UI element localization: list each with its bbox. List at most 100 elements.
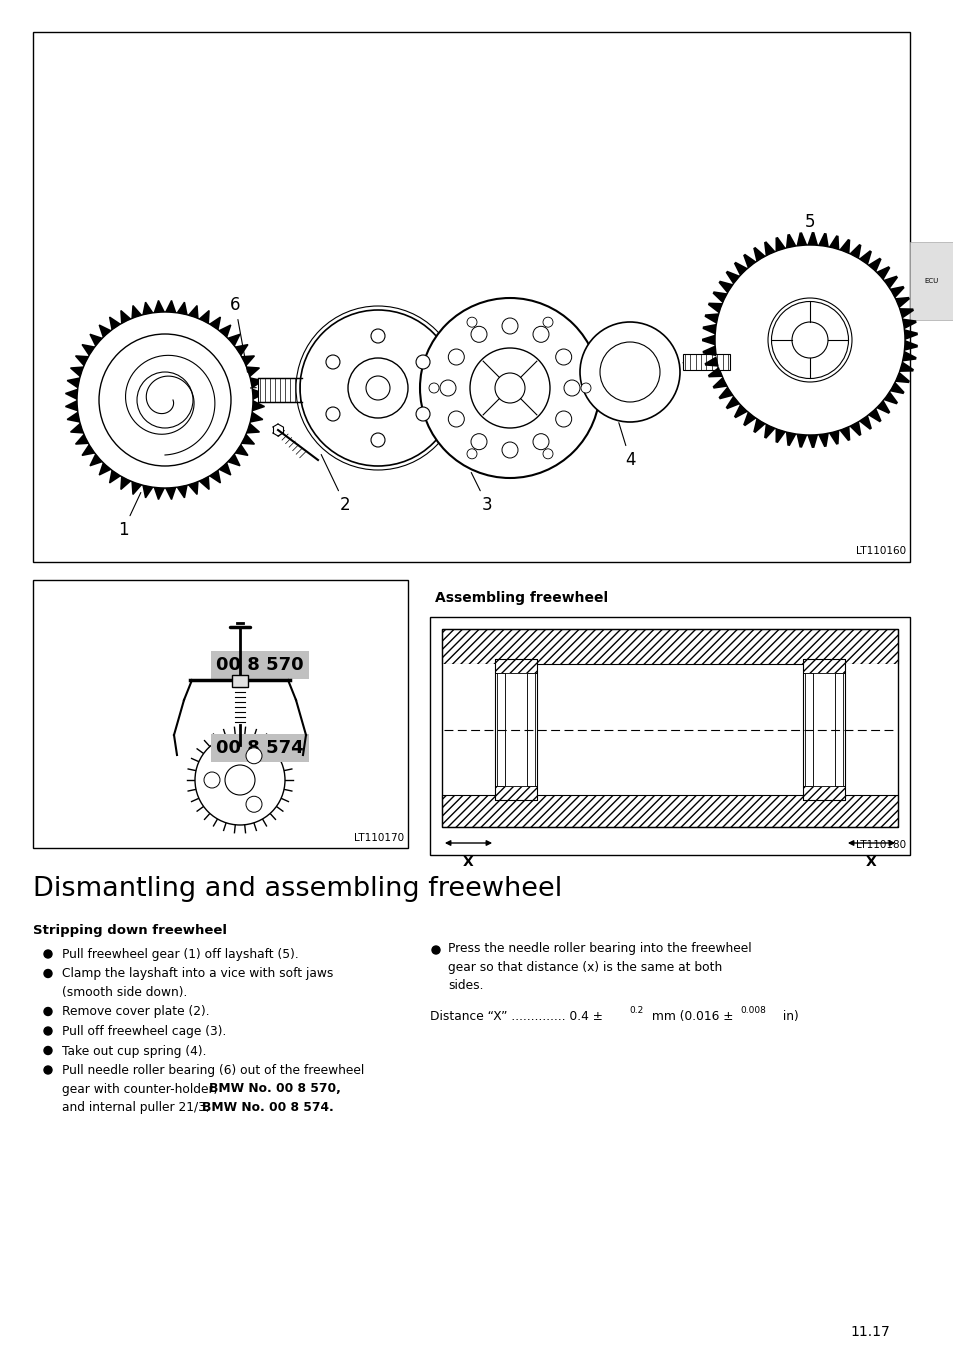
Circle shape xyxy=(246,796,262,812)
Text: Pull off freewheel cage (3).: Pull off freewheel cage (3). xyxy=(62,1025,226,1038)
Circle shape xyxy=(44,1047,52,1055)
Polygon shape xyxy=(712,292,726,303)
Polygon shape xyxy=(227,334,240,346)
Text: in): in) xyxy=(779,1011,798,1023)
Polygon shape xyxy=(806,232,818,246)
Polygon shape xyxy=(704,357,719,366)
Text: sides.: sides. xyxy=(448,979,483,992)
Circle shape xyxy=(580,382,590,393)
Text: BMW No. 00 8 570,: BMW No. 00 8 570, xyxy=(209,1082,340,1096)
Text: LT110180: LT110180 xyxy=(855,840,905,850)
Circle shape xyxy=(326,355,339,369)
Polygon shape xyxy=(848,245,861,258)
Polygon shape xyxy=(858,250,871,265)
Bar xyxy=(441,630,897,827)
Polygon shape xyxy=(733,262,747,276)
Polygon shape xyxy=(701,324,716,335)
Circle shape xyxy=(448,411,464,427)
Circle shape xyxy=(448,349,464,365)
Bar xyxy=(802,659,844,673)
Polygon shape xyxy=(903,330,917,340)
Circle shape xyxy=(429,382,438,393)
Polygon shape xyxy=(109,316,121,330)
Bar xyxy=(682,354,729,370)
Polygon shape xyxy=(250,412,263,423)
Circle shape xyxy=(471,434,486,450)
Bar xyxy=(504,673,526,786)
Circle shape xyxy=(44,1027,52,1035)
Text: Pull needle roller bearing (6) out of the freewheel: Pull needle roller bearing (6) out of th… xyxy=(62,1065,364,1077)
Circle shape xyxy=(432,946,439,954)
Bar xyxy=(812,673,834,786)
Polygon shape xyxy=(142,301,153,315)
Circle shape xyxy=(439,380,456,396)
Bar xyxy=(495,786,537,800)
Bar xyxy=(441,794,897,827)
Text: Press the needle roller bearing into the freewheel: Press the needle roller bearing into the… xyxy=(448,942,751,955)
Polygon shape xyxy=(132,305,142,319)
Circle shape xyxy=(555,411,571,427)
Text: Clamp the layshaft into a vice with soft jaws: Clamp the layshaft into a vice with soft… xyxy=(62,967,333,981)
Polygon shape xyxy=(65,400,78,412)
Text: ECU: ECU xyxy=(923,278,938,284)
Text: Stripping down freewheel: Stripping down freewheel xyxy=(33,924,227,938)
Polygon shape xyxy=(718,386,732,400)
Polygon shape xyxy=(785,432,796,446)
Polygon shape xyxy=(894,372,909,384)
Polygon shape xyxy=(742,254,756,269)
Polygon shape xyxy=(250,377,263,389)
Polygon shape xyxy=(241,434,254,444)
Polygon shape xyxy=(70,423,84,434)
Bar xyxy=(441,630,897,663)
Bar xyxy=(909,242,953,320)
Polygon shape xyxy=(75,355,89,366)
Circle shape xyxy=(204,771,220,788)
Text: LT110170: LT110170 xyxy=(354,834,403,843)
Polygon shape xyxy=(120,309,132,324)
Circle shape xyxy=(77,312,253,488)
Circle shape xyxy=(416,355,430,369)
Text: Assembling freewheel: Assembling freewheel xyxy=(435,590,607,605)
Text: 0.008: 0.008 xyxy=(740,1006,765,1015)
Text: 2: 2 xyxy=(321,454,351,513)
Polygon shape xyxy=(899,308,913,319)
Circle shape xyxy=(563,380,579,396)
Text: 6: 6 xyxy=(230,296,247,373)
Circle shape xyxy=(194,735,285,825)
Text: (smooth side down).: (smooth side down). xyxy=(62,986,187,998)
Polygon shape xyxy=(752,247,765,262)
Polygon shape xyxy=(725,270,740,284)
Bar xyxy=(495,659,537,673)
Polygon shape xyxy=(785,234,796,249)
Text: X: X xyxy=(865,855,876,869)
Polygon shape xyxy=(725,396,740,409)
Circle shape xyxy=(555,349,571,365)
Circle shape xyxy=(579,322,679,422)
Polygon shape xyxy=(818,232,828,247)
Polygon shape xyxy=(763,424,775,439)
Polygon shape xyxy=(75,434,89,444)
Polygon shape xyxy=(889,382,903,394)
Polygon shape xyxy=(98,324,112,338)
Polygon shape xyxy=(67,377,80,389)
Polygon shape xyxy=(176,301,188,315)
Bar xyxy=(257,378,302,403)
Circle shape xyxy=(371,330,385,343)
Text: mm (0.016 ±: mm (0.016 ± xyxy=(647,1011,733,1023)
Text: Pull freewheel gear (1) off layshaft (5).: Pull freewheel gear (1) off layshaft (5)… xyxy=(62,948,298,961)
Text: gear with counter-holder,: gear with counter-holder, xyxy=(62,1082,221,1096)
Bar xyxy=(842,663,897,794)
Polygon shape xyxy=(246,423,259,434)
Bar xyxy=(430,617,909,855)
Bar xyxy=(497,673,504,786)
Polygon shape xyxy=(712,377,726,389)
Polygon shape xyxy=(176,485,188,499)
Polygon shape xyxy=(902,319,916,330)
Polygon shape xyxy=(701,335,715,346)
Polygon shape xyxy=(889,286,903,299)
Polygon shape xyxy=(234,444,248,457)
Polygon shape xyxy=(867,258,881,272)
Text: 00 8 574: 00 8 574 xyxy=(216,739,303,757)
Polygon shape xyxy=(839,427,849,440)
Polygon shape xyxy=(875,266,889,280)
